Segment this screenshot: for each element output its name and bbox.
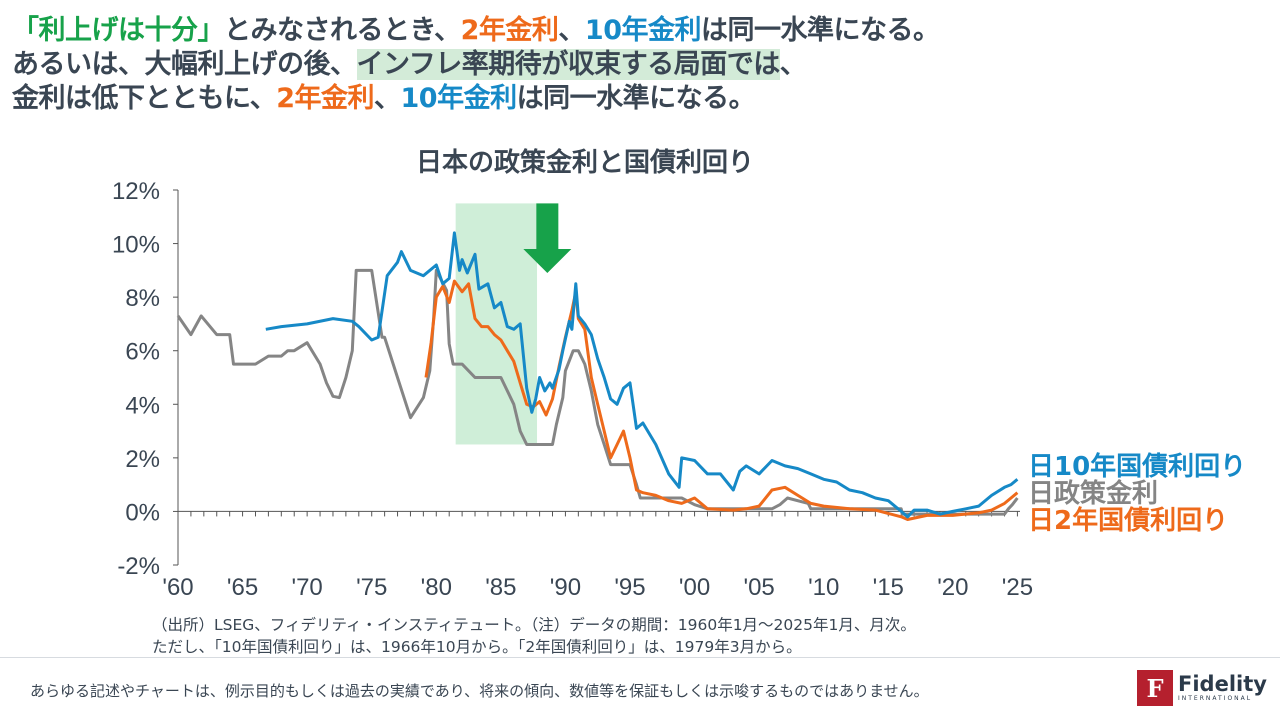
y-tick-label: 8% (125, 285, 160, 312)
x-tick-label: '25 (1002, 574, 1033, 601)
headline-line3-segment-4: は同一水準になる。 (516, 83, 756, 114)
headline-line2-segment-1: インフレ率期待が収束する局面では (356, 49, 780, 80)
fidelity-logo-icon: F (1137, 670, 1173, 706)
y-tick-label: 12% (112, 178, 160, 205)
x-tick-label: '75 (356, 574, 387, 601)
y-tick-label: 2% (125, 446, 160, 473)
line-chart: 12% 10% 8% 6% 4% 2% 0% -2%'60 '65 '70 '75 '80 '85 '90… (112, 178, 1246, 601)
source-note: （出所）LSEG、フィデリティ・インスティテュート。（注）データの期間：1960… (152, 614, 916, 658)
x-tick-label: '00 (679, 574, 710, 601)
headline-line1-segment-0: 「利上げは十分」 (12, 15, 225, 46)
source-note-line-1: （出所）LSEG、フィデリティ・インスティテュート。（注）データの期間：1960… (152, 616, 916, 634)
series-line-0 (265, 231, 1019, 519)
headline-line3-segment-0: 金利は低下とともに、 (12, 83, 277, 114)
y-tick-label: 10% (112, 232, 160, 259)
x-tick-label: '65 (227, 574, 258, 601)
headline-line1-segment-1: とみなされるとき、 (224, 15, 461, 46)
headline-line1-segment-2: 2年金利 (460, 15, 559, 46)
series-label-2: 日2年国債利回り (1028, 505, 1228, 536)
y-tick-label: 6% (125, 339, 160, 366)
down-arrow-head (523, 249, 572, 274)
disclaimer: あらゆる記述やチャートは、例示目的もしくは過去の実績であり、将来の傾向、数値等を… (30, 682, 929, 700)
headline-line3-segment-2: 、 (374, 83, 401, 114)
headline-line1-segment-3: 、 (558, 15, 585, 46)
down-arrow-shaft (536, 203, 559, 252)
fidelity-logo: F Fidelity INTERNATIONAL (1137, 670, 1267, 706)
y-tick-label: 4% (125, 392, 160, 419)
footer-divider (0, 657, 1280, 658)
headline: 「利上げは十分」とみなされるとき、2年金利、10年金利は同一水準になる。 あるい… (12, 14, 1252, 116)
series-line-1 (176, 268, 1019, 516)
x-tick-label: '70 (292, 574, 323, 601)
logo-subtitle: INTERNATIONAL (1178, 695, 1253, 702)
headline-line-1: 「利上げは十分」とみなされるとき、2年金利、10年金利は同一水準になる。 (12, 14, 1252, 48)
y-tick-label: -2% (117, 553, 160, 580)
source-note-line-2: ただし、「10年国債利回り」は、1966年10月から。「2年国債利回り」は、19… (152, 638, 802, 656)
x-tick-label: '95 (614, 574, 645, 601)
highlight-band (455, 203, 538, 445)
headline-line2-segment-2: 、 (779, 49, 807, 80)
x-tick-label: '80 (421, 574, 452, 601)
x-tick-label: '10 (808, 574, 839, 601)
chart-title: 日本の政策金利と国債利回り (415, 148, 754, 178)
x-tick-label: '20 (937, 574, 968, 601)
x-tick-label: '85 (485, 574, 516, 601)
headline-line1-segment-4: 10年金利 (584, 15, 702, 46)
headline-line3-segment-1: 2年金利 (276, 83, 374, 114)
logo-name: Fidelity (1178, 672, 1267, 696)
series-line-2 (424, 279, 1019, 521)
headline-line-3: 金利は低下とともに、2年金利、10年金利は同一水準になる。 (12, 82, 1252, 116)
headline-line2-segment-0: あるいは、大幅利上げの後、 (12, 49, 357, 80)
x-tick-label: '90 (550, 574, 581, 601)
x-tick-label: '05 (743, 574, 774, 601)
x-tick-label: '60 (162, 574, 193, 601)
series-label-1: 日政策金利 (1028, 478, 1158, 509)
x-tick-label: '15 (873, 574, 904, 601)
headline-line1-segment-5: は同一水準になる。 (701, 15, 940, 46)
y-tick-label: 0% (125, 499, 160, 526)
headline-line3-segment-3: 10年金利 (400, 83, 518, 114)
series-label-0: 日10年国債利回り (1028, 451, 1246, 482)
headline-line-2: あるいは、大幅利上げの後、インフレ率期待が収束する局面では、 (12, 48, 1252, 82)
